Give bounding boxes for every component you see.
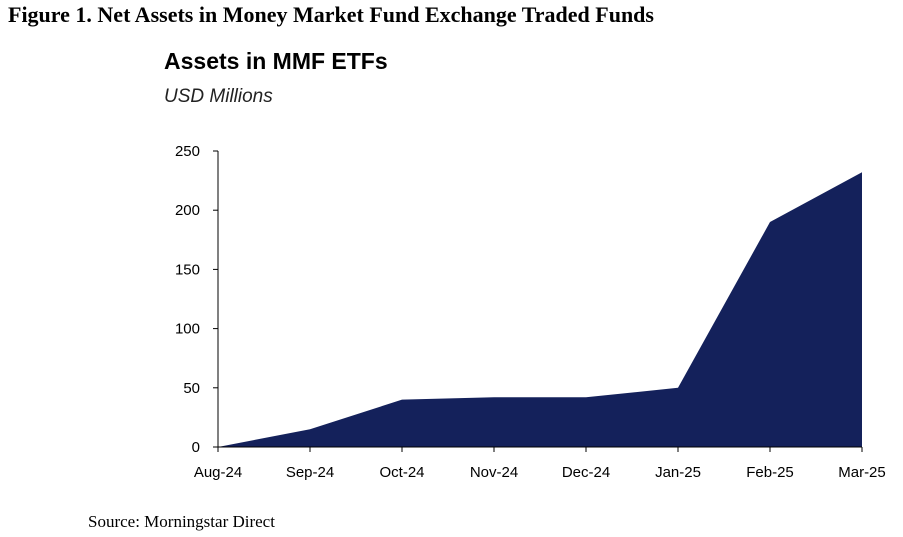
x-tick-label-Dec-24: Dec-24 [562, 464, 610, 481]
y-tick-label-0: 0 [192, 439, 200, 456]
y-tick-label-50: 50 [183, 380, 200, 397]
axis-layer [213, 150, 863, 452]
label-layer: 0 50 100 150 200 250 Aug-24 Sep-24 Oct-24 Nov-24 D… [175, 143, 886, 481]
x-tick-label-Mar-25: Mar-25 [838, 464, 886, 481]
series-area [218, 172, 862, 447]
chart-subtitle: USD Millions [164, 86, 273, 107]
x-tick-label-Oct-24: Oct-24 [379, 464, 424, 481]
y-tick-label-150: 150 [175, 261, 200, 278]
y-tick-label-200: 200 [175, 202, 200, 219]
x-tick-label-Aug-24: Aug-24 [194, 464, 242, 481]
y-tick-label-100: 100 [175, 321, 200, 338]
area-layer [217, 172, 863, 448]
chart-title: Assets in MMF ETFs [164, 48, 388, 74]
x-tick-label-Sep-24: Sep-24 [286, 464, 334, 481]
source-note: Source: Morningstar Direct [88, 512, 275, 531]
x-tick-label-Nov-24: Nov-24 [470, 464, 518, 481]
figure-title: Figure 1. Net Assets in Money Market Fun… [8, 2, 654, 27]
x-tick-label-Jan-25: Jan-25 [655, 464, 701, 481]
y-tick-label-250: 250 [175, 143, 200, 160]
x-tick-label-Feb-25: Feb-25 [746, 464, 794, 481]
